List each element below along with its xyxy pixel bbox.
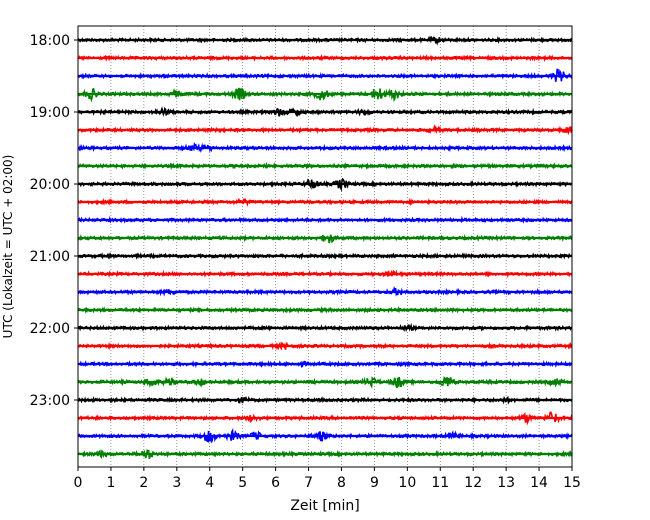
x-tick-label-6: 6 [271, 475, 280, 491]
y-tick-label-2: 20:00 [30, 177, 70, 193]
x-tick-label-2: 2 [139, 475, 148, 491]
y-tick-label-5: 23:00 [30, 393, 70, 409]
x-tick-label-1: 1 [106, 475, 115, 491]
y-tick-label-0: 18:00 [30, 33, 70, 49]
x-tick-label-5: 5 [238, 475, 247, 491]
x-tick-label-8: 8 [337, 475, 346, 491]
y-tick-label-3: 21:00 [30, 249, 70, 265]
x-tick-label-4: 4 [205, 475, 214, 491]
x-axis-ticks: 0 1 2 3 4 5 6 7 8 9 10 11 12 13 14 15 [74, 467, 581, 491]
x-tick-label-15: 15 [563, 475, 581, 491]
trace-rows [78, 37, 572, 458]
x-axis-label: Zeit [min] [290, 498, 359, 514]
x-tick-label-14: 14 [530, 475, 548, 491]
y-axis-label: UTC (Lokalzeit = UTC + 02:00) [1, 155, 15, 339]
x-tick-label-12: 12 [464, 475, 482, 491]
x-tick-label-10: 10 [398, 475, 416, 491]
x-tick-label-0: 0 [74, 475, 83, 491]
x-tick-label-13: 13 [497, 475, 515, 491]
y-tick-label-4: 22:00 [30, 321, 70, 337]
x-tick-label-7: 7 [304, 475, 313, 491]
y-tick-label-1: 19:00 [30, 105, 70, 121]
x-tick-label-11: 11 [431, 475, 449, 491]
x-tick-label-9: 9 [370, 475, 379, 491]
x-tick-label-3: 3 [172, 475, 181, 491]
y-axis-ticks: 18:00 19:00 20:00 21:00 22:00 23:00 [30, 33, 78, 409]
